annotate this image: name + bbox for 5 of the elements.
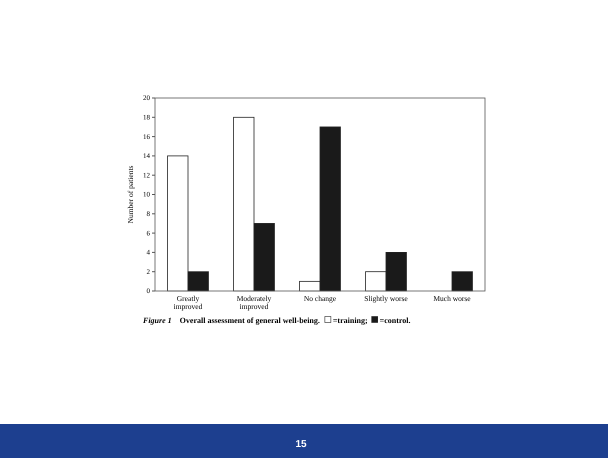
legend-label: =training; — [332, 316, 368, 325]
text: Figure 1 Overall assessment of general well-being. — [142, 316, 320, 325]
bar — [452, 271, 473, 292]
legend-label: =control. — [380, 316, 411, 325]
text: 15 — [295, 439, 307, 450]
